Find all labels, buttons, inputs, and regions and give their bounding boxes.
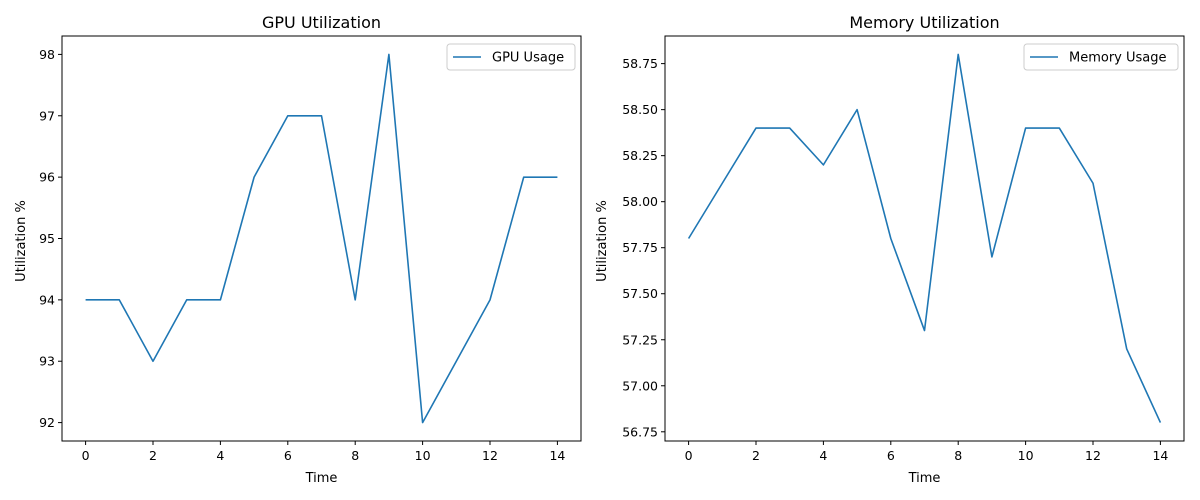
gpu-y-axis-label: Utilization % xyxy=(14,200,29,282)
gpu-x-tick-label: 6 xyxy=(284,448,292,463)
gpu-y-tick-label: 98 xyxy=(39,47,55,62)
memory-y-tick-label: 58.00 xyxy=(622,194,658,209)
gpu-y-tick-label: 94 xyxy=(39,292,55,307)
memory-x-tick-label: 14 xyxy=(1152,448,1168,463)
memory-x-tick-label: 6 xyxy=(887,448,895,463)
gpu-x-tick-label: 10 xyxy=(415,448,431,463)
memory-chart-panel: Memory Utilization 0 2 4 6 8 10 12 14 56.75 57.00… xyxy=(595,13,1185,486)
gpu-plot-area: 0 2 4 6 8 10 12 14 92 93 94 95 96 97 98 xyxy=(39,35,582,463)
memory-legend-box xyxy=(1023,43,1179,71)
memory-x-tick-label: 4 xyxy=(819,448,827,463)
memory-y-axis-label: Utilization % xyxy=(595,200,610,282)
memory-y-tick-label: 57.25 xyxy=(622,332,658,347)
memory-axes-frame xyxy=(664,35,1185,442)
memory-y-tick-label: 57.50 xyxy=(622,286,658,301)
memory-y-tick-label: 58.75 xyxy=(622,56,658,71)
memory-x-tick-label: 0 xyxy=(685,448,693,463)
memory-x-tick-label: 8 xyxy=(954,448,962,463)
memory-x-tick-label: 12 xyxy=(1085,448,1101,463)
gpu-y-tick-label: 93 xyxy=(39,354,55,369)
memory-x-axis-label: Time xyxy=(908,471,941,486)
memory-y-tick-label: 57.00 xyxy=(622,378,658,393)
memory-x-tick-label: 10 xyxy=(1018,448,1034,463)
gpu-legend-box xyxy=(446,43,576,71)
gpu-x-axis-label: Time xyxy=(305,471,338,486)
gpu-y-tick-label: 95 xyxy=(39,231,55,246)
memory-chart-title: Memory Utilization xyxy=(849,13,999,32)
gpu-y-tick-label: 96 xyxy=(39,170,55,185)
gpu-x-tick-label: 2 xyxy=(149,448,157,463)
gpu-x-tick-label: 8 xyxy=(351,448,359,463)
gpu-x-tick-label: 0 xyxy=(82,448,90,463)
memory-y-tick-label: 57.75 xyxy=(622,240,658,255)
memory-x-tick-label: 2 xyxy=(752,448,760,463)
gpu-chart-panel: GPU Utilization 0 2 4 6 8 10 12 14 92 93 94 95 96 97 9… xyxy=(14,13,582,486)
gpu-chart-title: GPU Utilization xyxy=(262,13,381,32)
gpu-legend: GPU Usage xyxy=(446,43,576,71)
gpu-y-tick-label: 92 xyxy=(39,415,55,430)
gpu-legend-label: GPU Usage xyxy=(492,51,564,66)
memory-y-tick-label: 56.75 xyxy=(622,424,658,439)
gpu-x-tick-label: 14 xyxy=(549,448,565,463)
memory-legend: Memory Usage xyxy=(1023,43,1179,71)
memory-y-tick-label: 58.25 xyxy=(622,148,658,163)
memory-y-tick-label: 58.50 xyxy=(622,102,658,117)
memory-plot-area: 0 2 4 6 8 10 12 14 56.75 57.00 57.25 57.50 57.75 58.0… xyxy=(622,35,1185,463)
gpu-x-tick-label: 12 xyxy=(482,448,498,463)
gpu-x-tick-label: 4 xyxy=(216,448,224,463)
gpu-series-line xyxy=(85,53,558,424)
gpu-y-tick-label: 97 xyxy=(39,108,55,123)
memory-legend-label: Memory Usage xyxy=(1069,51,1167,66)
memory-series-line xyxy=(687,53,1162,423)
